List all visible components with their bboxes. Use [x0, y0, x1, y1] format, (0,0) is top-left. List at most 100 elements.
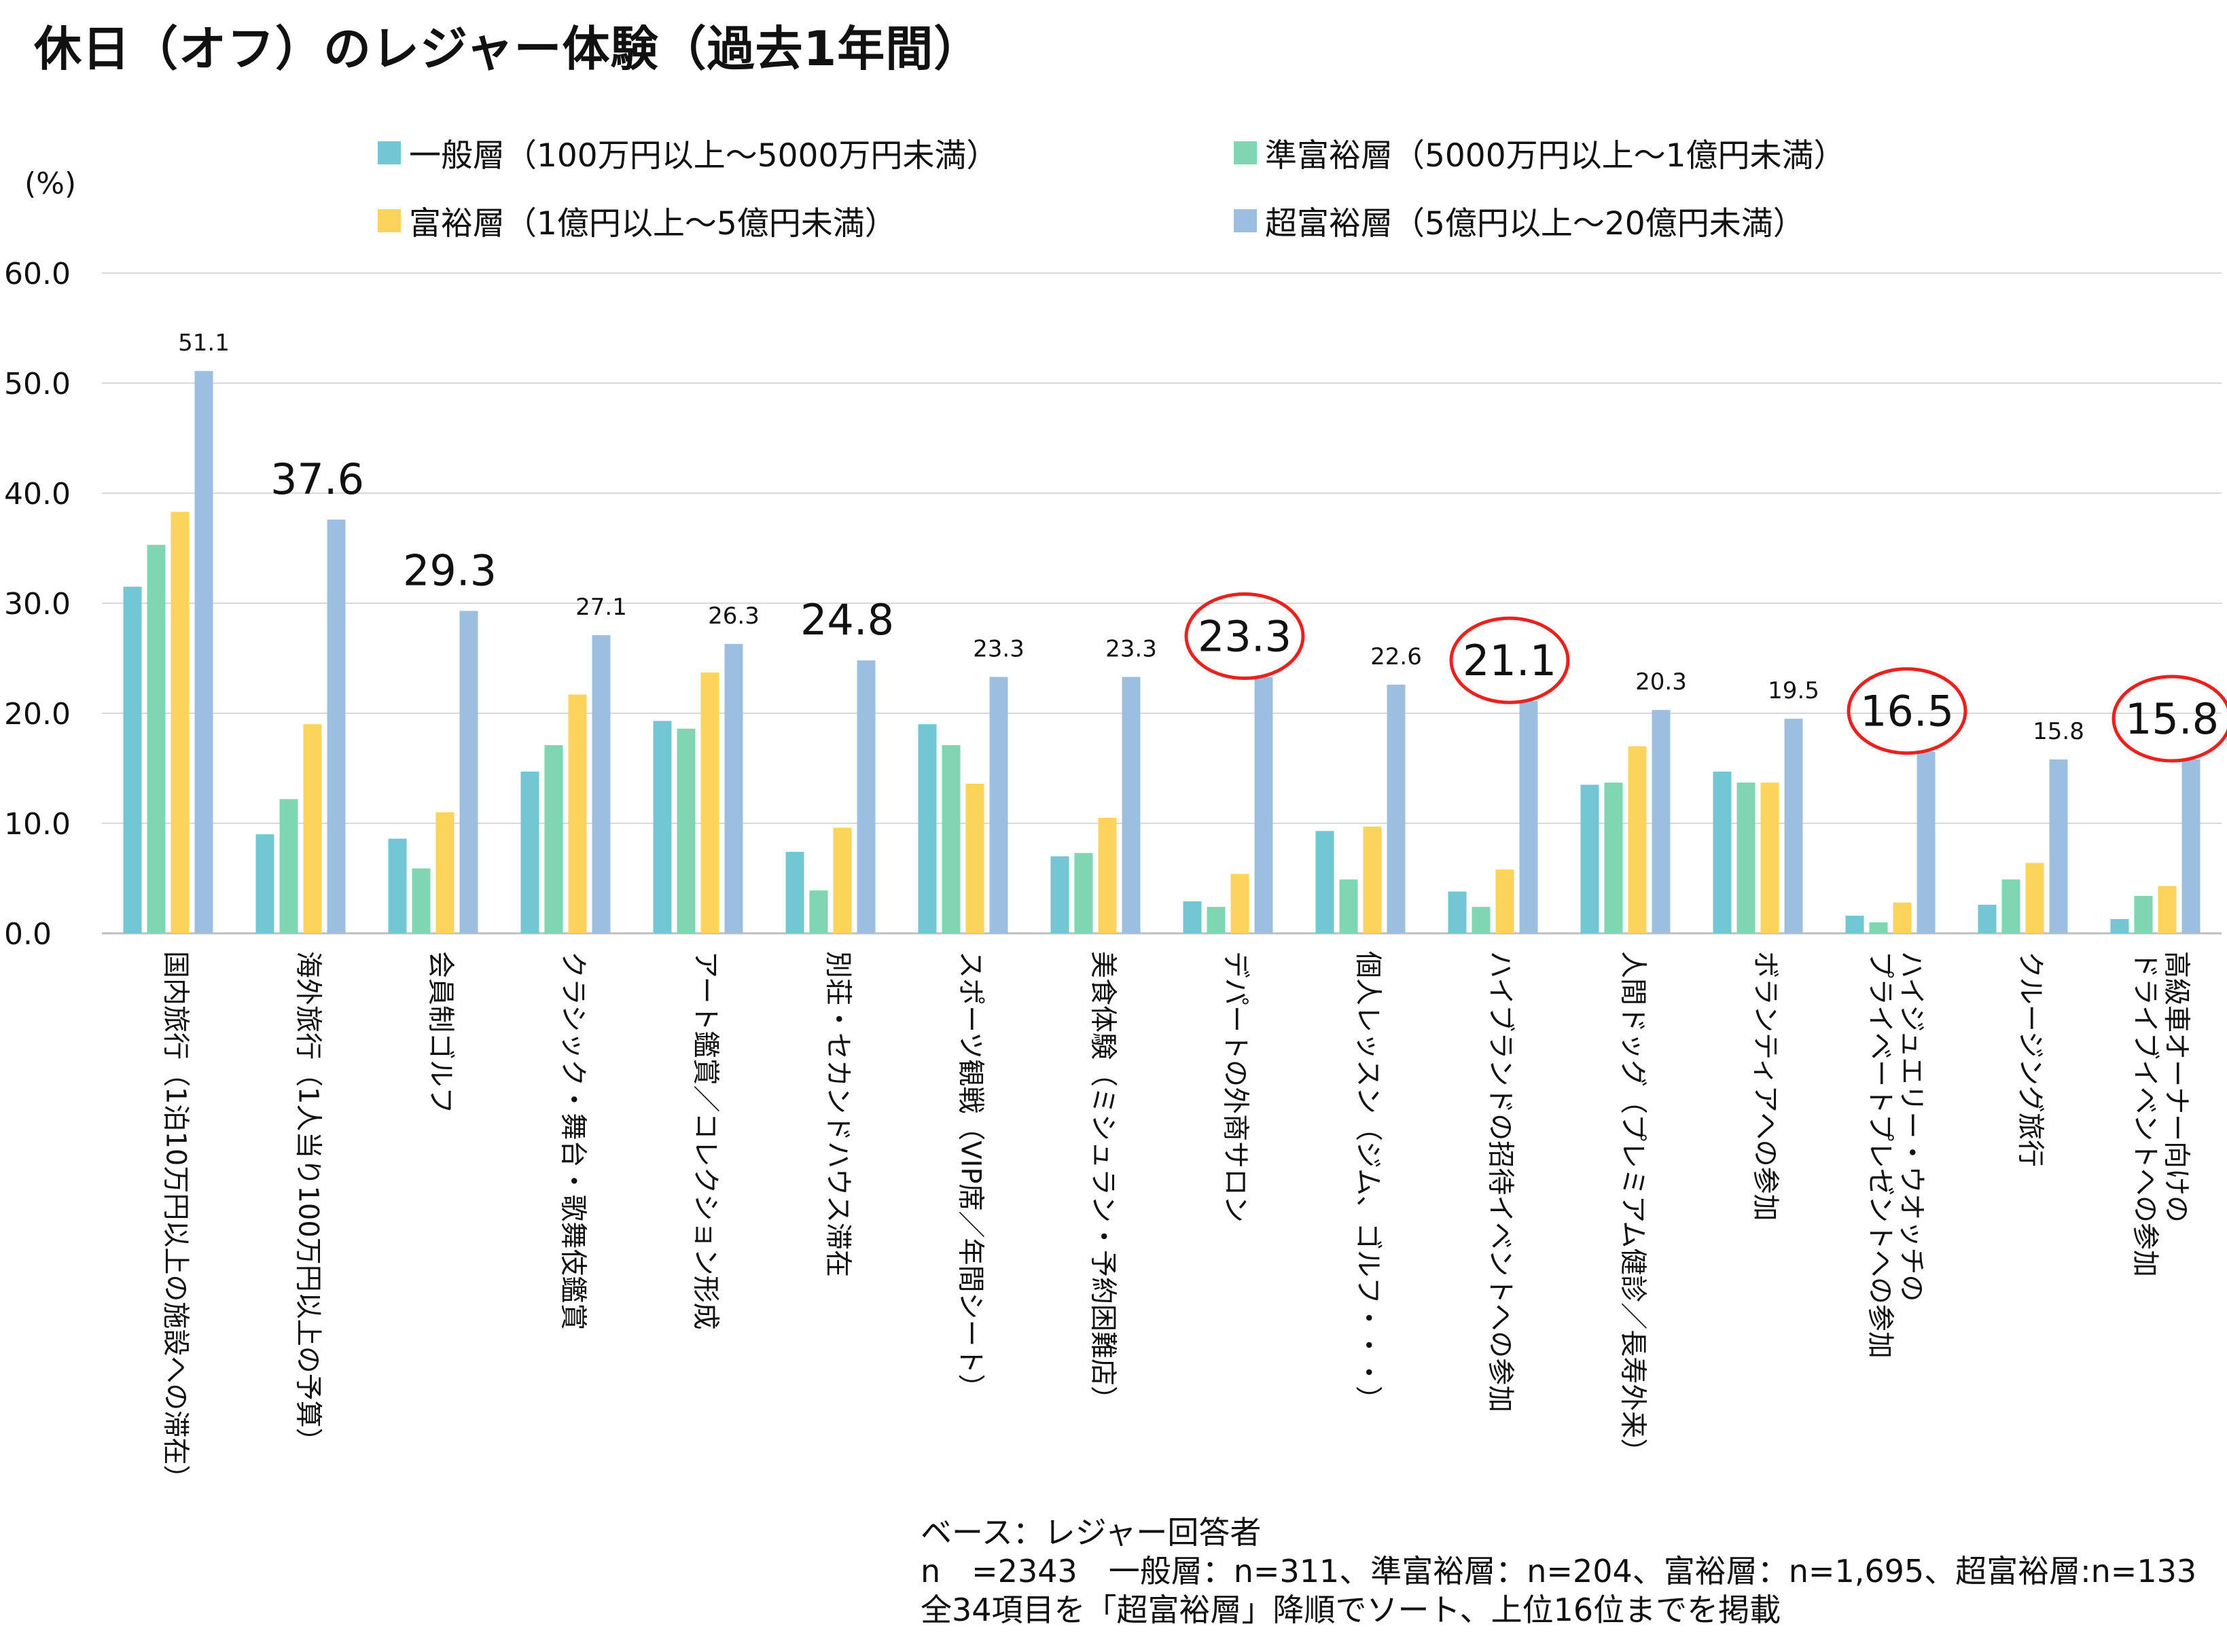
- footnote-base: ベース：レジャー回答者: [921, 1514, 1262, 1551]
- bar: [1495, 869, 1514, 933]
- data-label: 19.5: [1768, 677, 1819, 704]
- x-tick-label: 美食体験（ミシュラン・予約困難店）: [1088, 951, 1119, 1413]
- bar: [942, 744, 961, 933]
- x-tick-label: デパートの外商サロン: [1220, 951, 1251, 1223]
- bar: [785, 852, 804, 933]
- x-tick-label: ハイジュエリー・ウオッチの: [1896, 951, 1927, 1301]
- bar: [1978, 904, 1997, 933]
- y-tick-label: 0.0: [4, 917, 52, 952]
- legend-label-wealthy: 富裕層（1億円以上～5億円未満）: [409, 205, 897, 243]
- bar: [435, 812, 455, 933]
- bar: [568, 694, 587, 933]
- bar: [303, 724, 322, 933]
- bar: [1713, 771, 1732, 933]
- legend-swatch-wealthy: [378, 209, 401, 232]
- legend-item-wealthy: 富裕層（1億円以上～5億円未満）: [378, 197, 897, 244]
- data-label: 22.6: [1370, 643, 1422, 670]
- bar: [918, 724, 937, 933]
- y-tick-label: 20.0: [4, 697, 71, 732]
- bar: [965, 783, 984, 933]
- bar: [1893, 902, 1912, 933]
- bar: [1098, 817, 1117, 933]
- x-tick-label: クラシック・舞台・歌舞伎鑑賞: [558, 951, 589, 1330]
- bar: [520, 771, 539, 933]
- bar: [1580, 785, 1599, 933]
- bar: [147, 545, 166, 933]
- data-label: 23.3: [973, 636, 1025, 663]
- legend-swatch-semi-wealthy: [1234, 141, 1257, 164]
- bar: [1448, 891, 1467, 933]
- bar: [2181, 759, 2201, 933]
- bar: [1207, 907, 1226, 933]
- chart-title: 休日（オフ）のレジャー体験（過去1年間）: [34, 21, 982, 77]
- y-tick-label: 40.0: [4, 477, 71, 511]
- highlight-circle: [2112, 675, 2227, 763]
- bar: [1254, 677, 1273, 933]
- y-tick-label: 30.0: [4, 587, 71, 622]
- footnotes: ベース：レジャー回答者 n =2343 一般層：n=311、準富裕層：n=204…: [921, 1513, 2196, 1630]
- bar: [327, 519, 346, 933]
- data-label: 29.3: [403, 545, 497, 595]
- x-tick-label: 海外旅行（1人当り100万円以上の予算）: [293, 951, 324, 1455]
- bar: [544, 744, 563, 933]
- bar: [2049, 759, 2068, 933]
- bar: [2001, 879, 2020, 933]
- bar: [1230, 874, 1249, 933]
- bar: [1628, 746, 1647, 933]
- bar: [171, 511, 190, 933]
- bar: [700, 672, 719, 933]
- data-label: 16.5: [1860, 687, 1954, 736]
- bar: [1760, 783, 1779, 933]
- data-label: 51.1: [178, 329, 230, 357]
- bar: [1074, 852, 1093, 933]
- bar: [989, 677, 1008, 933]
- y-axis-unit: (%): [24, 166, 76, 201]
- bar: [279, 799, 298, 933]
- bar: [1183, 901, 1202, 933]
- bar: [412, 868, 431, 933]
- legend-swatch-ultra-wealthy: [1234, 209, 1257, 232]
- bar: [388, 838, 407, 933]
- x-tick-label: クルージング旅行: [2015, 951, 2046, 1167]
- legend-item-semi-wealthy: 準富裕層（5000万円以上～1億円未満）: [1234, 129, 1846, 176]
- data-label: 37.6: [270, 454, 364, 504]
- bar: [1845, 916, 1864, 933]
- x-tick-label: 国内旅行（1泊10万円以上の施設への滞在）: [160, 951, 192, 1492]
- data-label: 26.3: [708, 603, 760, 630]
- x-tick-label: 別荘・セカンドハウス滞在: [823, 951, 854, 1277]
- data-label: 21.1: [1463, 636, 1556, 685]
- data-label: 27.1: [575, 594, 627, 621]
- data-label: 20.3: [1635, 668, 1687, 696]
- bar: [1122, 677, 1141, 933]
- x-tick-label: アート鑑賞／コレクション形成: [690, 951, 721, 1330]
- bar: [653, 721, 672, 933]
- bar: [1472, 907, 1491, 933]
- bar: [1339, 879, 1358, 933]
- bar: [677, 728, 696, 933]
- bar: [123, 586, 142, 933]
- legend-swatch-general: [378, 141, 401, 164]
- x-tick-label: 人間ドッグ（プレミアム健診／長寿外来）: [1618, 951, 1649, 1465]
- data-label: 15.8: [2033, 718, 2084, 745]
- bar: [1869, 922, 1888, 933]
- legend-item-ultra-wealthy: 超富裕層（5億円以上～20億円未満）: [1234, 197, 1805, 244]
- bar: [833, 827, 852, 933]
- y-tick-label: 60.0: [4, 257, 71, 291]
- bar: [2110, 918, 2129, 933]
- legend-label-general: 一般層（100万円以上～5000万円未満）: [409, 137, 999, 175]
- x-tick-label: ハイブランドの招待イベントへの参加: [1485, 951, 1516, 1412]
- footnote-sorting: 全34項目を「超富裕層」降順でソート、上位16位までを掲載: [921, 1592, 1781, 1628]
- data-label: 23.3: [1198, 612, 1291, 662]
- bar: [724, 643, 743, 933]
- bar: [1604, 783, 1623, 933]
- x-tick-label: スポーツ観戦（VIP席／年間シート）: [955, 951, 986, 1401]
- x-tick-label: ドライブイベントへの参加: [2130, 951, 2161, 1277]
- bar: [2134, 895, 2153, 933]
- bar: [459, 611, 478, 933]
- data-label: 24.8: [800, 595, 894, 645]
- bar: [1315, 831, 1334, 933]
- bar: [1784, 719, 1803, 933]
- bar: [1050, 856, 1069, 933]
- data-label: 15.8: [2125, 694, 2219, 744]
